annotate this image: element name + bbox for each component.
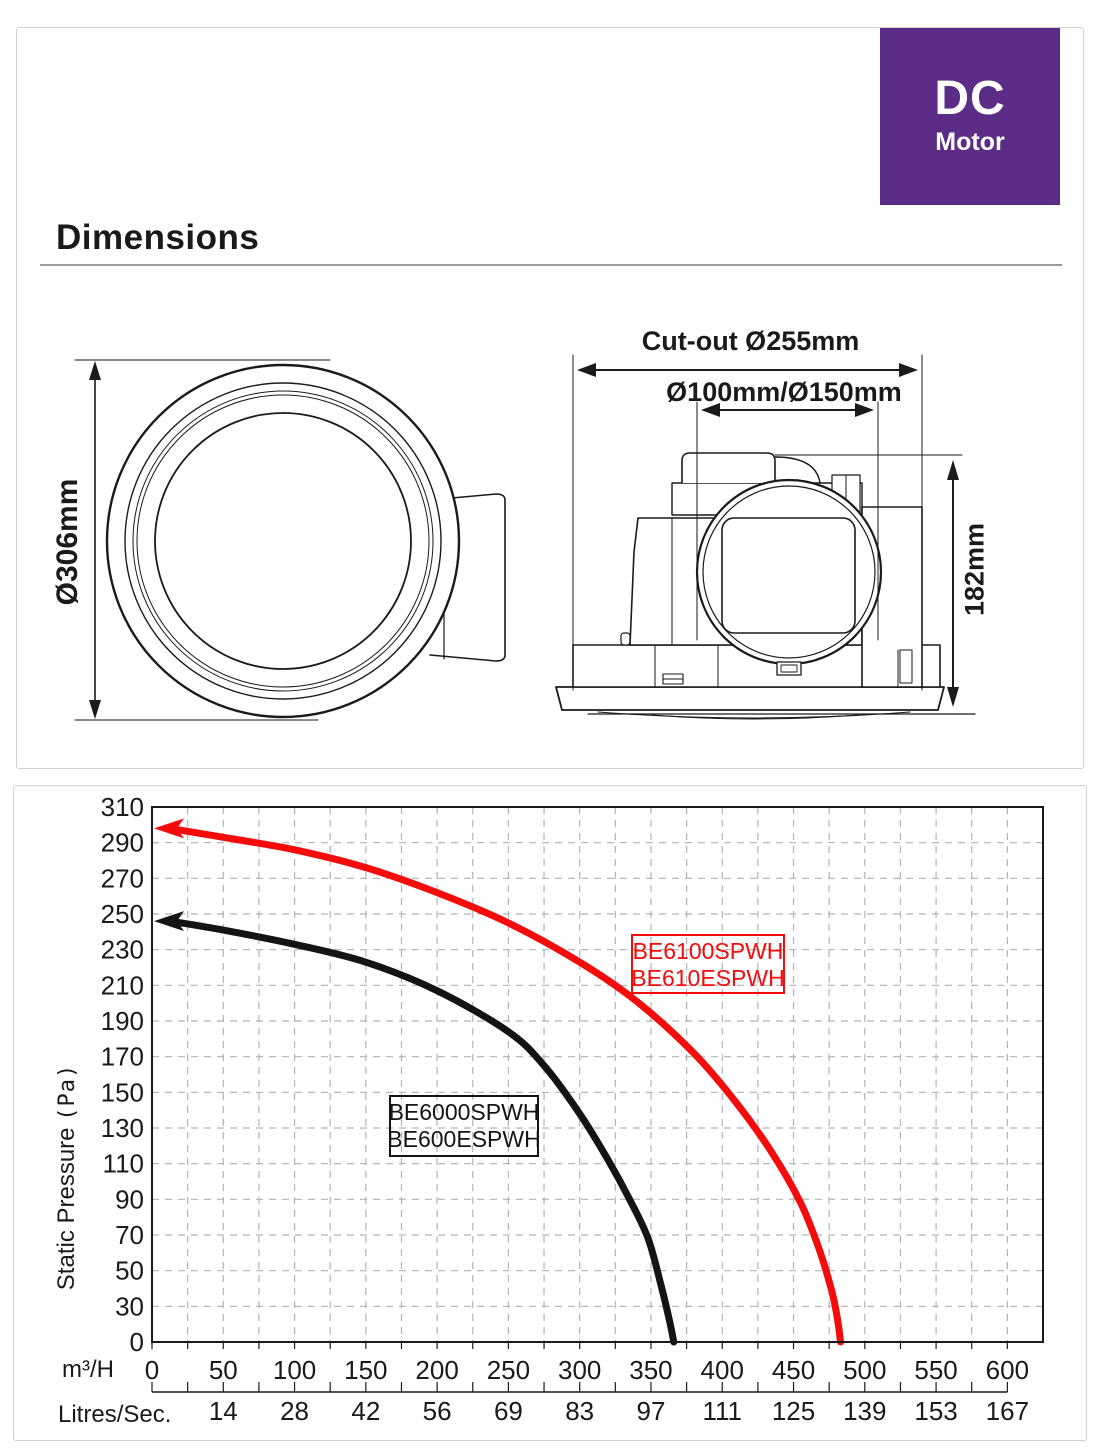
cutout-diameter-label: Cut-out Ø255mm [641,326,860,356]
y-axis-title-text: Static Pressure [53,1127,80,1291]
y-axis-unit-text: (Pa) [55,1063,80,1121]
duct-diameter-label: Ø100mm/Ø150mm [666,377,902,407]
badge-motor-text: Motor [935,128,1005,156]
badge-dc-text: DC [934,72,1006,125]
performance-chart-card [13,785,1087,1441]
front-diameter-label: Ø306mm [51,478,84,606]
height-label: 182mm [959,522,990,617]
title-divider [40,264,1062,266]
y-axis-title: Static Pressure (Pa) [53,1031,83,1323]
page-title: Dimensions [56,218,260,257]
dc-motor-badge: DC Motor [880,28,1060,205]
x-axis-primary-unit: m³/H [62,1356,114,1383]
x-axis-secondary-unit: Litres/Sec. [58,1401,172,1428]
